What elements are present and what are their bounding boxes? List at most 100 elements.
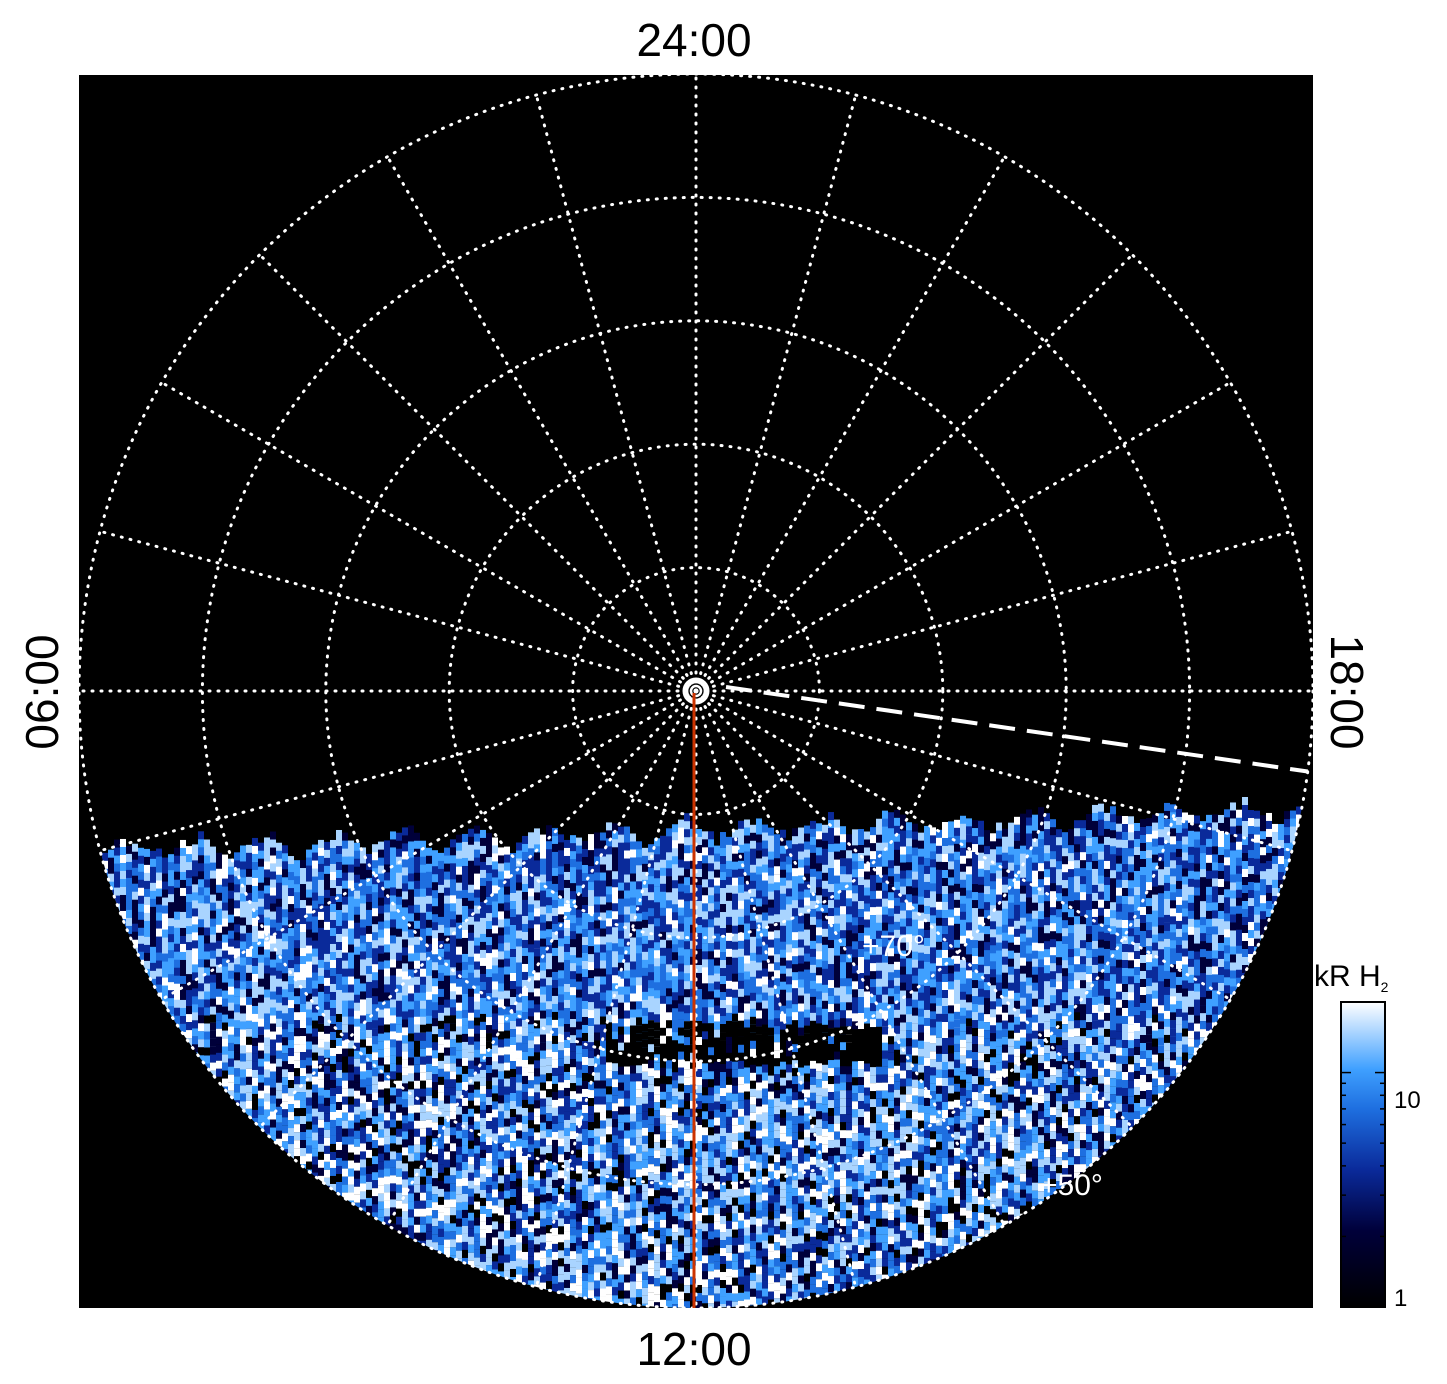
emission-cell [270,1087,276,1096]
emission-cell [450,1151,456,1160]
emission-cell [546,1049,552,1058]
emission-cell [270,1031,276,1040]
emission-cell [456,1202,462,1211]
emission-cell [474,1241,480,1250]
emission-cell [336,1125,342,1134]
emission-cell [588,1082,594,1091]
emission-cell [426,895,432,907]
emission-cell [408,1161,414,1170]
emission-cell [354,1170,360,1179]
emission-cell [600,1080,606,1089]
emission-cell [348,1072,354,1081]
emission-cell [318,1039,324,1048]
emission-cell [456,978,462,993]
emission-cell [306,1057,312,1066]
emission-cell [306,1089,312,1098]
emission-cell [264,1013,270,1022]
emission-cell [444,1103,450,1112]
emission-cell [444,1143,450,1152]
emission-cell [246,1012,252,1021]
emission-cell [474,1257,480,1266]
emission-cell [234,1020,240,1029]
emission-cell [558,962,564,978]
emission-cell [510,1036,516,1045]
emission-cell [426,1071,432,1080]
emission-cell [486,1185,492,1194]
emission-cell [558,1210,564,1219]
emission-cell [270,951,276,963]
emission-cell [306,1097,312,1106]
emission-cell [474,1217,480,1226]
emission-cell [354,1018,360,1027]
emission-cell [204,1055,210,1064]
emission-cell [342,1144,348,1153]
emission-cell [408,1137,414,1146]
emission-cell [474,1065,480,1074]
emission-cell [534,900,540,912]
emission-cell [186,1038,192,1047]
emission-cell [546,1177,552,1186]
emission-cell [504,1134,510,1143]
emission-cell [516,1074,522,1083]
emission-cell [240,901,246,913]
emission-cell [558,1186,564,1195]
emission-cell [468,1020,474,1029]
emission-cell [282,1101,288,1110]
emission-cell [240,1085,246,1094]
emission-cell [564,1287,570,1296]
emission-cell [252,1045,258,1054]
emission-cell [576,1117,582,1126]
emission-cell [528,1184,534,1193]
emission-cell [402,851,408,864]
emission-cell [342,1032,348,1041]
emission-cell [210,1038,216,1047]
emission-cell [342,1096,348,1105]
emission-cell [552,1155,558,1164]
emission-cell [540,1170,546,1179]
emission-cell [396,1096,402,1105]
emission-cell [582,1168,588,1177]
emission-cell [462,1225,468,1234]
emission-cell [504,1062,510,1071]
emission-cell [516,1266,522,1275]
emission-cell [354,970,360,981]
emission-cell [336,1013,342,1022]
emission-cell [372,1308,378,1316]
emission-cell [420,1080,426,1089]
emission-cell [462,1081,468,1090]
emission-cell [228,1058,234,1067]
emission-cell [576,1125,582,1134]
emission-cell [198,927,204,941]
emission-cell [480,1061,486,1070]
emission-cell [312,1116,318,1125]
emission-cell [540,1226,546,1235]
emission-cell [594,1256,600,1265]
emission-cell [336,1117,342,1126]
emission-cell [522,1251,528,1260]
emission-cell [438,1172,444,1181]
emission-cell [234,1084,240,1093]
emission-cell [240,997,246,1006]
emission-cell [588,1266,594,1275]
emission-cell [534,1132,540,1141]
emission-cell [528,1080,534,1089]
emission-cell [504,1030,510,1039]
emission-cell [582,1232,588,1241]
emission-cell [492,1173,498,1182]
emission-cell [420,1216,426,1225]
emission-cell [600,1016,606,1025]
emission-cell [180,839,186,851]
emission-cell [336,1093,342,1102]
emission-cell [570,1187,576,1196]
emission-cell [420,856,426,866]
emission-cell [270,1119,276,1128]
emission-cell [336,893,342,905]
emission-cell [252,1029,258,1038]
emission-cell [390,1039,396,1048]
emission-cell [192,844,198,854]
emission-cell [426,1135,432,1144]
emission-cell [498,1199,504,1208]
emission-cell [342,976,348,986]
emission-cell [330,1167,336,1176]
emission-cell [444,1047,450,1056]
